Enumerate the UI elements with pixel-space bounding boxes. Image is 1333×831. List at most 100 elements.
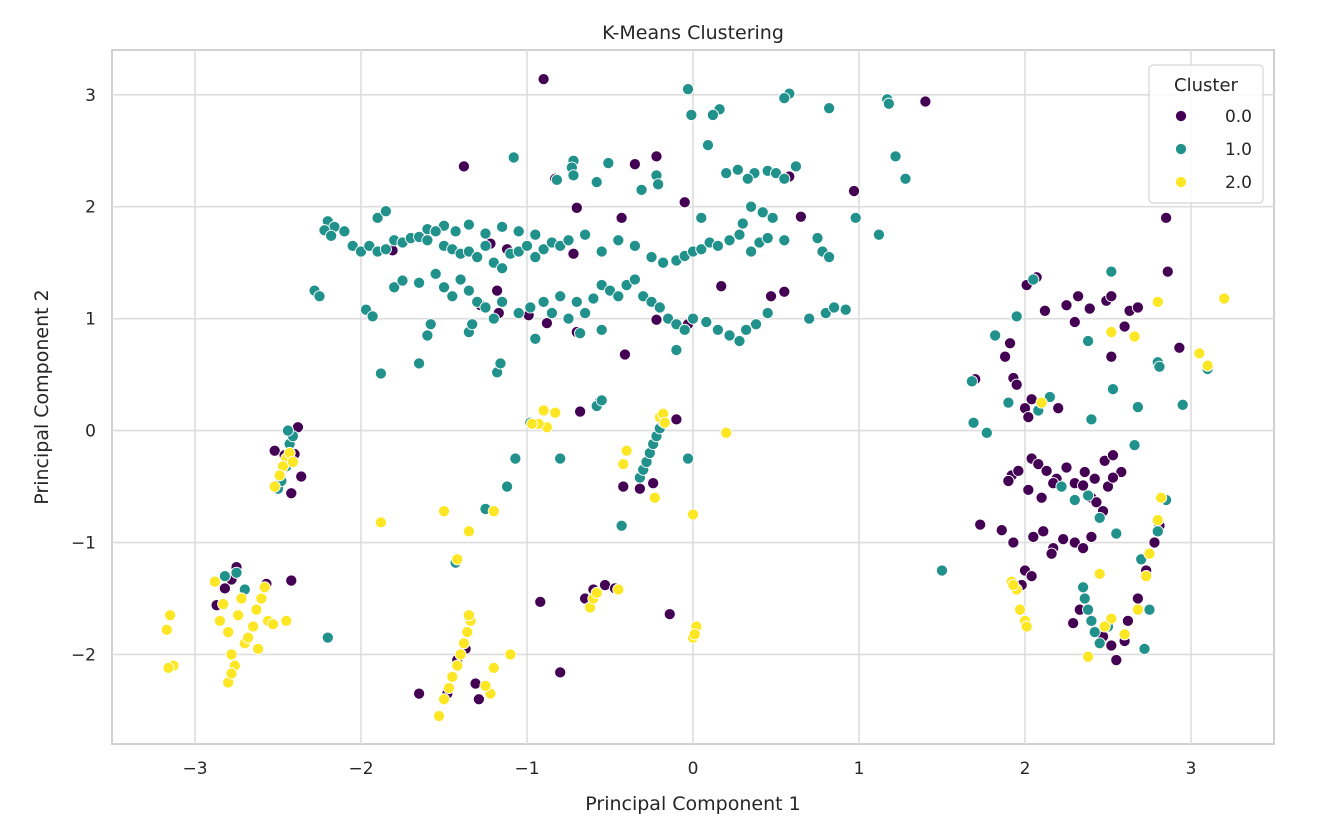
data-point bbox=[645, 251, 658, 264]
data-point bbox=[1040, 464, 1053, 477]
data-point bbox=[1090, 496, 1103, 509]
data-point bbox=[487, 312, 500, 325]
data-point bbox=[733, 334, 746, 348]
data-point bbox=[688, 628, 701, 641]
data-point bbox=[487, 505, 500, 518]
data-point bbox=[919, 95, 932, 108]
data-point bbox=[1078, 465, 1091, 479]
data-point bbox=[363, 239, 376, 252]
data-point bbox=[446, 290, 459, 303]
data-point bbox=[1106, 449, 1120, 462]
data-point bbox=[574, 405, 587, 418]
data-point bbox=[162, 661, 175, 674]
data-point bbox=[545, 306, 558, 320]
data-point bbox=[678, 323, 691, 336]
data-point bbox=[849, 211, 862, 224]
data-point bbox=[496, 262, 509, 275]
data-point bbox=[686, 508, 700, 521]
data-point bbox=[612, 290, 625, 303]
data-point bbox=[512, 306, 525, 320]
data-point bbox=[764, 290, 778, 303]
legend-label: 2.0 bbox=[1225, 173, 1252, 193]
data-point bbox=[379, 243, 392, 256]
data-point bbox=[1106, 383, 1120, 396]
data-point bbox=[620, 444, 633, 457]
data-point bbox=[537, 73, 550, 86]
data-point bbox=[225, 667, 238, 680]
data-point bbox=[504, 648, 517, 661]
data-point bbox=[1151, 295, 1164, 308]
data-point bbox=[1072, 290, 1085, 303]
data-point bbox=[731, 163, 744, 176]
data-point bbox=[1027, 273, 1040, 286]
data-point bbox=[429, 267, 442, 280]
data-point bbox=[899, 172, 912, 185]
data-point bbox=[612, 234, 625, 247]
data-point bbox=[421, 329, 434, 342]
series-1.0 bbox=[218, 83, 1214, 655]
data-points bbox=[160, 73, 1231, 723]
data-point bbox=[889, 150, 902, 163]
data-point bbox=[1105, 639, 1118, 652]
data-point bbox=[451, 659, 464, 672]
data-point bbox=[1078, 592, 1091, 605]
data-point bbox=[658, 416, 671, 429]
data-point bbox=[574, 327, 587, 340]
data-point bbox=[1161, 265, 1174, 278]
data-point bbox=[235, 592, 248, 605]
data-point bbox=[1151, 514, 1164, 527]
data-point bbox=[628, 239, 641, 252]
data-point bbox=[761, 232, 774, 245]
data-point bbox=[507, 151, 520, 164]
data-point bbox=[421, 234, 434, 247]
data-point bbox=[766, 211, 779, 224]
data-point bbox=[1022, 483, 1035, 496]
data-point bbox=[974, 518, 987, 531]
data-point bbox=[242, 631, 255, 644]
data-point bbox=[670, 343, 683, 357]
data-point bbox=[313, 290, 326, 303]
data-point bbox=[1098, 620, 1111, 633]
data-point bbox=[670, 413, 683, 426]
data-point bbox=[374, 367, 387, 380]
data-point bbox=[935, 564, 949, 577]
data-point bbox=[472, 693, 485, 706]
data-point bbox=[628, 158, 641, 171]
data-point bbox=[258, 581, 271, 594]
data-point bbox=[554, 666, 567, 679]
data-point bbox=[1027, 530, 1040, 543]
data-point bbox=[1012, 464, 1025, 477]
data-point bbox=[479, 301, 492, 314]
data-point bbox=[1088, 626, 1101, 639]
data-point bbox=[1007, 579, 1020, 592]
data-point bbox=[225, 648, 238, 661]
data-point bbox=[1105, 290, 1118, 303]
data-point bbox=[700, 315, 713, 329]
data-point bbox=[1151, 525, 1164, 538]
x-axis-label: Principal Component 1 bbox=[585, 793, 800, 815]
data-point bbox=[1143, 603, 1156, 616]
data-point bbox=[366, 310, 379, 323]
data-point bbox=[778, 234, 791, 247]
data-point bbox=[437, 219, 451, 232]
data-point bbox=[590, 176, 603, 189]
data-point bbox=[1153, 360, 1166, 373]
data-point bbox=[720, 167, 733, 180]
data-point bbox=[587, 292, 600, 305]
legend-marker bbox=[1174, 142, 1188, 156]
data-point bbox=[1010, 378, 1023, 391]
data-point bbox=[1093, 637, 1106, 650]
data-point bbox=[1105, 265, 1118, 278]
data-point bbox=[1110, 527, 1123, 540]
data-point bbox=[494, 357, 507, 370]
data-point bbox=[471, 295, 484, 308]
data-point bbox=[1057, 533, 1070, 546]
data-point bbox=[1105, 326, 1118, 339]
data-point bbox=[247, 620, 260, 633]
data-point bbox=[823, 102, 836, 115]
data-point bbox=[1035, 396, 1048, 409]
data-point bbox=[828, 301, 841, 314]
data-point bbox=[1201, 359, 1214, 372]
data-point bbox=[1002, 396, 1015, 409]
data-point bbox=[413, 687, 426, 700]
